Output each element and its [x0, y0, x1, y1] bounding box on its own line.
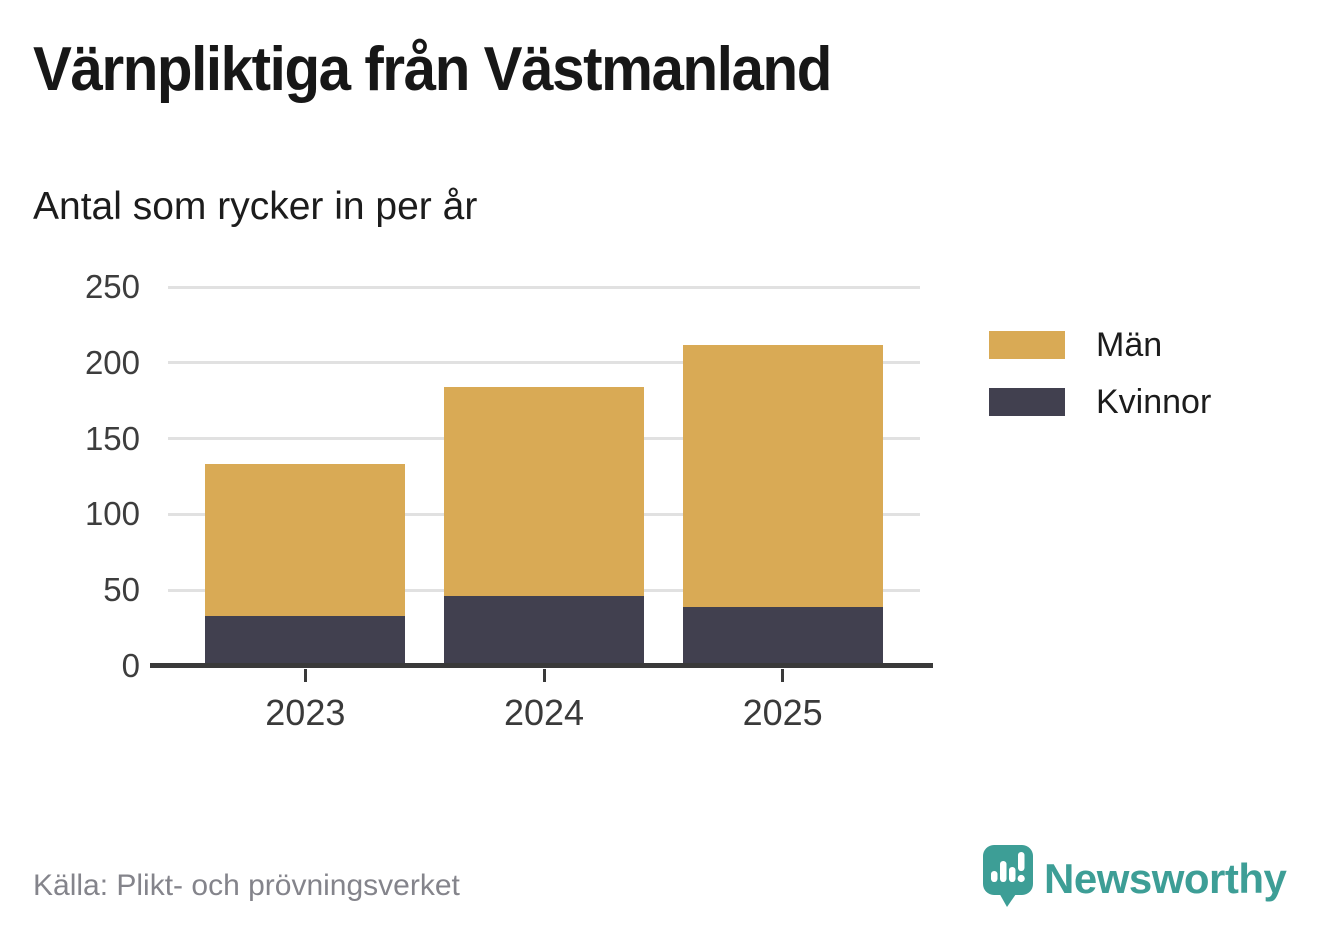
- gridline-200: [168, 361, 920, 365]
- y-axis-tick-label: 150: [84, 419, 140, 457]
- x-axis-tick: [303, 669, 307, 682]
- y-axis-tick-label: 50: [103, 571, 140, 609]
- x-axis-tick-label: 2023: [265, 692, 346, 733]
- y-axis-tick-label: 0: [121, 647, 140, 684]
- x-axis-tick: [781, 669, 785, 682]
- legend-swatch-women: [989, 388, 1065, 416]
- legend-item-women: Kvinnor: [989, 383, 1212, 421]
- bar-2023-kvinnor: [205, 615, 406, 666]
- legend-item-men: Män: [989, 326, 1211, 364]
- bar-2025-man: [682, 344, 883, 607]
- x-axis-tick-label: 2025: [742, 692, 823, 733]
- y-axis-tick-label: 100: [84, 495, 140, 533]
- source-note: Källa: Plikt- och prövningsverket: [33, 869, 460, 902]
- chart-title: Värnpliktiga från Västmanland: [33, 35, 832, 104]
- legend-swatch-men: [989, 331, 1065, 359]
- bar-2024-kvinnor: [444, 596, 644, 666]
- x-axis-tick-label: 2024: [503, 692, 585, 733]
- plot-area: 0 50 100 150 200 250 2023 2024 2025: [85, 270, 933, 733]
- gridline-250: [168, 285, 920, 289]
- bar-2023-man: [205, 464, 406, 616]
- y-axis-tick-label: 200: [84, 343, 140, 381]
- newsworthy-wordmark: Newsworthy: [1044, 855, 1287, 902]
- legend: Män Kvinnor: [989, 326, 1212, 445]
- legend-label-women: Kvinnor: [1096, 383, 1212, 421]
- newsworthy-logo-icon: [983, 845, 1033, 913]
- bar-2025-kvinnor: [682, 606, 883, 666]
- bar-2024-man: [444, 387, 644, 597]
- chart-subtitle: Antal som rycker in per år: [33, 185, 478, 228]
- x-axis-line: [150, 663, 933, 668]
- legend-label-men: Män: [1096, 326, 1163, 364]
- y-axis-tick-label: 250: [84, 268, 140, 305]
- x-axis-tick: [542, 669, 546, 682]
- newsworthy-brand: Newsworthy: [983, 845, 1287, 913]
